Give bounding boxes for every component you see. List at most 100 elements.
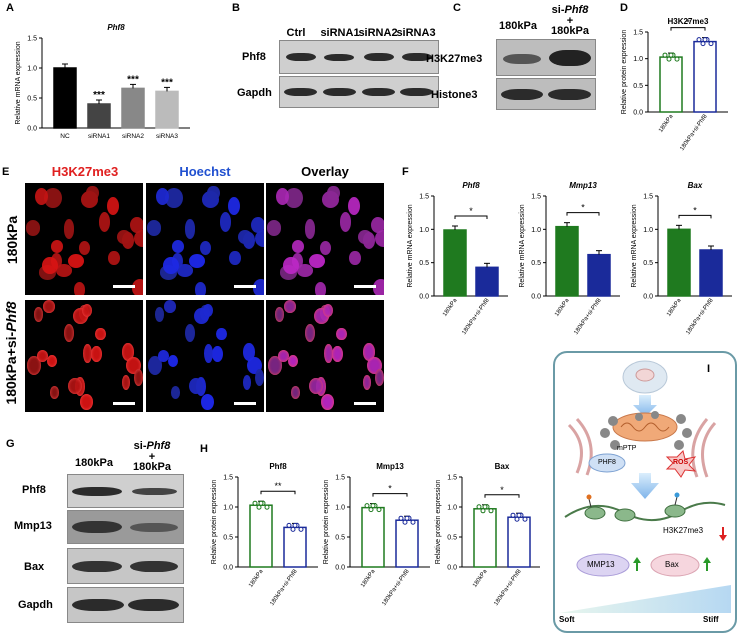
nucleus	[243, 343, 255, 361]
label-bax: Bax	[665, 560, 679, 569]
nucleus	[284, 300, 297, 313]
micro-col-overlay: Overlay	[301, 164, 349, 179]
h2-sig-bracket	[484, 494, 520, 498]
nucleus	[206, 185, 220, 201]
f0-sig-bracket	[454, 215, 488, 219]
h1-dot	[404, 515, 410, 521]
nucleus	[122, 343, 134, 361]
blot-g-row-gapdh: Gapdh	[18, 599, 53, 611]
label-phf8: PHF8	[598, 459, 616, 466]
nucleus	[216, 327, 227, 341]
a-bar	[53, 67, 77, 129]
d-category: 180kPa+si-Phf8	[679, 113, 709, 152]
blot-g-row-mmp13: Mmp13	[14, 520, 52, 532]
d-dot	[674, 56, 680, 62]
nucleus	[305, 323, 316, 343]
f0-ytick-label: 0.0	[419, 294, 429, 301]
f1-sig-bracket	[566, 212, 600, 216]
h1-bar	[395, 519, 419, 568]
nucleus	[81, 303, 93, 318]
d-category: 180kPa	[658, 113, 675, 134]
nucleus	[199, 241, 211, 256]
nucleus	[64, 323, 75, 343]
nucleus	[332, 345, 343, 363]
h0-title: Phf8	[269, 462, 287, 471]
nucleus	[83, 343, 92, 364]
d-ylabel: Relative protein expression	[621, 30, 628, 115]
nucleus	[202, 303, 214, 318]
d-bar	[693, 40, 717, 113]
nucleus	[146, 220, 162, 236]
f2-category: 180kPa	[666, 297, 683, 318]
micro-image-overlay-180kpa	[266, 183, 384, 295]
nucleus	[219, 212, 232, 233]
h2-ytick-label: 1.5	[447, 475, 457, 482]
nucleus	[91, 345, 102, 363]
f0-bar	[475, 266, 499, 297]
h0-significance: **	[274, 481, 282, 491]
f2-category: 180kPa+si-Phf8	[685, 297, 715, 336]
panel-label-b: B	[232, 2, 240, 14]
nucleus	[155, 187, 170, 206]
d-ytick-label: 0.0	[633, 110, 643, 117]
nucleus	[251, 216, 264, 233]
micro-row-180kpa-siphf8: 180kPa+si-Phf8	[3, 301, 19, 405]
f1-category: 180kPa	[554, 297, 571, 318]
panel-label-a: A	[6, 2, 14, 14]
nucleus	[238, 229, 252, 244]
d-dot	[662, 52, 668, 58]
nucleus	[227, 196, 240, 215]
label-mptp: mPTP	[617, 445, 637, 452]
nucleus	[347, 196, 360, 215]
nucleus	[266, 220, 282, 236]
d-dot	[696, 37, 702, 43]
f2-ytick-label: 0.5	[643, 260, 653, 267]
blot-b-col-sirna1: siRNA1	[320, 27, 360, 39]
nucleus	[349, 250, 361, 265]
blot-c-histone3	[496, 78, 596, 110]
chart-h: 0.0 0.5 1.0 1.5 Relative protein expression P…	[211, 462, 540, 607]
micro-image-h3k27me3-siphf8	[25, 300, 143, 412]
nucleus	[171, 386, 181, 399]
scale-bar	[354, 285, 376, 288]
nucleus	[63, 219, 75, 239]
h2-category: 180kPa	[472, 568, 489, 589]
nucleus	[36, 349, 48, 362]
a-ytick-label: 1.5	[27, 36, 37, 43]
blot-b-phf8	[279, 40, 439, 74]
d-dot	[700, 41, 706, 47]
nucleus	[131, 279, 143, 295]
panel-label-c: C	[453, 2, 461, 14]
h2-dot	[482, 504, 488, 510]
nucleus	[41, 256, 58, 274]
nucleus	[189, 378, 203, 395]
nucleus	[372, 279, 384, 295]
h0-dot	[264, 504, 270, 510]
blot-g-gapdh	[67, 587, 184, 623]
nucleus	[25, 220, 41, 236]
a-significance: ***	[93, 90, 105, 101]
h1-title: Mmp13	[376, 462, 404, 471]
label-mmp13: MMP13	[587, 560, 615, 569]
d-ytick-label: 1.0	[633, 56, 643, 63]
nucleus	[363, 375, 372, 390]
blot-g-row-bax: Bax	[24, 561, 45, 573]
h1-sig-bracket	[372, 493, 408, 497]
nucleus	[268, 355, 283, 375]
h0-dot	[286, 522, 292, 528]
nucleus	[324, 343, 333, 364]
nucleus	[243, 375, 252, 390]
blot-g-col-180kpa-2: 180kPa	[133, 461, 171, 473]
h0-dot	[292, 522, 298, 528]
h1-dot	[398, 515, 404, 521]
nucleus	[319, 241, 331, 256]
blot-b-col-ctrl: Ctrl	[286, 27, 306, 39]
nucleus	[371, 216, 384, 233]
h2-dot	[476, 504, 482, 510]
f2-ytick-label: 1.0	[643, 227, 653, 234]
h2-category: 180kPa+si-Phf8	[493, 568, 523, 607]
micro-image-h3k27me3-180kpa	[25, 183, 143, 295]
nucleus	[108, 250, 120, 265]
micro-row-180kpa: 180kPa	[4, 215, 20, 265]
nucleus	[374, 230, 384, 248]
